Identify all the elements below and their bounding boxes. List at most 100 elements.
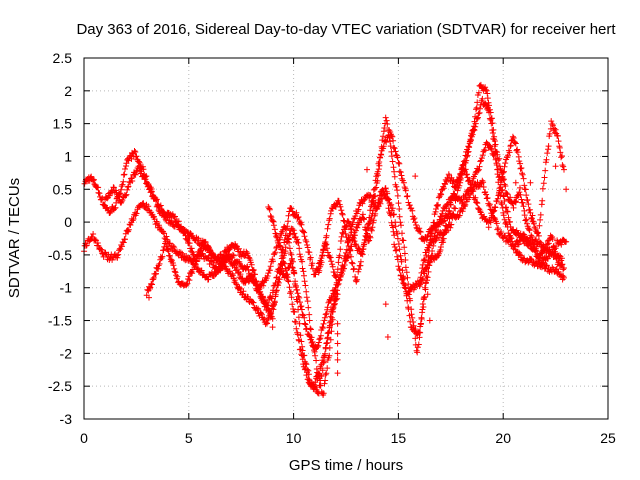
data-point [510,226,517,233]
data-point [528,233,535,240]
data-point [476,163,483,170]
data-point [295,293,302,300]
data-point [399,276,406,283]
x-axis-label: GPS time / hours [289,457,403,474]
data-point [484,195,491,201]
data-point [133,153,140,160]
data-point [285,212,292,219]
data-point [561,265,567,271]
data-point [329,263,336,270]
data-point [311,383,318,390]
data-point [340,217,347,224]
data-point [549,121,556,127]
data-point [350,266,357,273]
data-point [535,257,542,264]
data-point [415,341,422,348]
data-point [525,259,532,266]
data-point [331,301,338,308]
data-point [498,229,505,235]
data-point [376,159,383,165]
data-point [121,171,128,178]
data-point [296,251,303,258]
data-point [112,204,119,211]
data-point [402,264,409,271]
data-point [295,214,302,220]
data-point [498,199,505,206]
data-point [171,244,178,251]
data-point [500,193,507,200]
data-point [442,181,449,188]
data-point [180,230,187,237]
data-point [496,185,503,192]
data-point [299,265,306,272]
data-point [292,282,299,289]
data-point [150,274,157,281]
data-point [368,201,375,208]
data-point [440,239,447,246]
data-point [302,365,309,372]
data-point [467,181,474,188]
data-point [290,231,296,238]
data-point [504,208,511,215]
data-point [148,280,155,287]
data-point [389,158,396,165]
data-point [315,371,322,378]
data-point [327,297,334,304]
data-point [461,203,468,210]
data-point [384,334,391,340]
data-point [414,349,421,356]
y-tick-label: 0 [64,214,72,230]
data-point [412,173,419,180]
data-point [90,231,97,237]
data-point [440,185,447,192]
data-point [475,114,481,121]
data-point [334,330,341,337]
data-point [492,204,499,211]
data-point [273,232,280,239]
data-point [339,271,345,277]
data-point [404,193,411,199]
data-point [184,280,191,287]
data-point [183,236,190,242]
data-point [369,198,376,204]
data-point [287,260,294,267]
data-point [125,226,132,233]
data-point [506,218,513,225]
data-point [398,258,405,265]
data-point [417,281,424,288]
data-point [396,246,403,253]
data-point [185,273,192,280]
data-point [439,186,446,193]
data-point [296,337,303,344]
data-point [232,280,239,287]
data-point [511,139,518,146]
data-point [287,205,294,211]
data-point [171,268,178,275]
data-point [295,314,302,321]
data-point [518,196,525,203]
data-point [298,306,305,313]
data-point [472,123,479,130]
y-tick-label: 2 [64,83,72,99]
data-point [524,196,531,203]
data-point [357,258,364,265]
data-point [267,263,274,270]
data-point [156,260,163,267]
data-point [325,330,332,337]
data-point [366,214,373,221]
data-point [138,168,145,175]
data-point [495,157,502,164]
data-point [517,238,524,245]
y-tick-label: -0.5 [48,247,72,263]
x-tick-labels: 0 5 10 15 20 25 [80,430,616,446]
data-point [412,335,419,342]
chart-title: Day 363 of 2016, Sidereal Day-to-day VTE… [76,21,616,38]
data-point [474,99,481,106]
data-point [482,84,489,91]
data-point [429,248,436,254]
data-point [518,165,525,171]
data-point [519,171,526,178]
data-point [503,190,510,197]
data-point [416,228,423,235]
data-point [391,145,398,152]
